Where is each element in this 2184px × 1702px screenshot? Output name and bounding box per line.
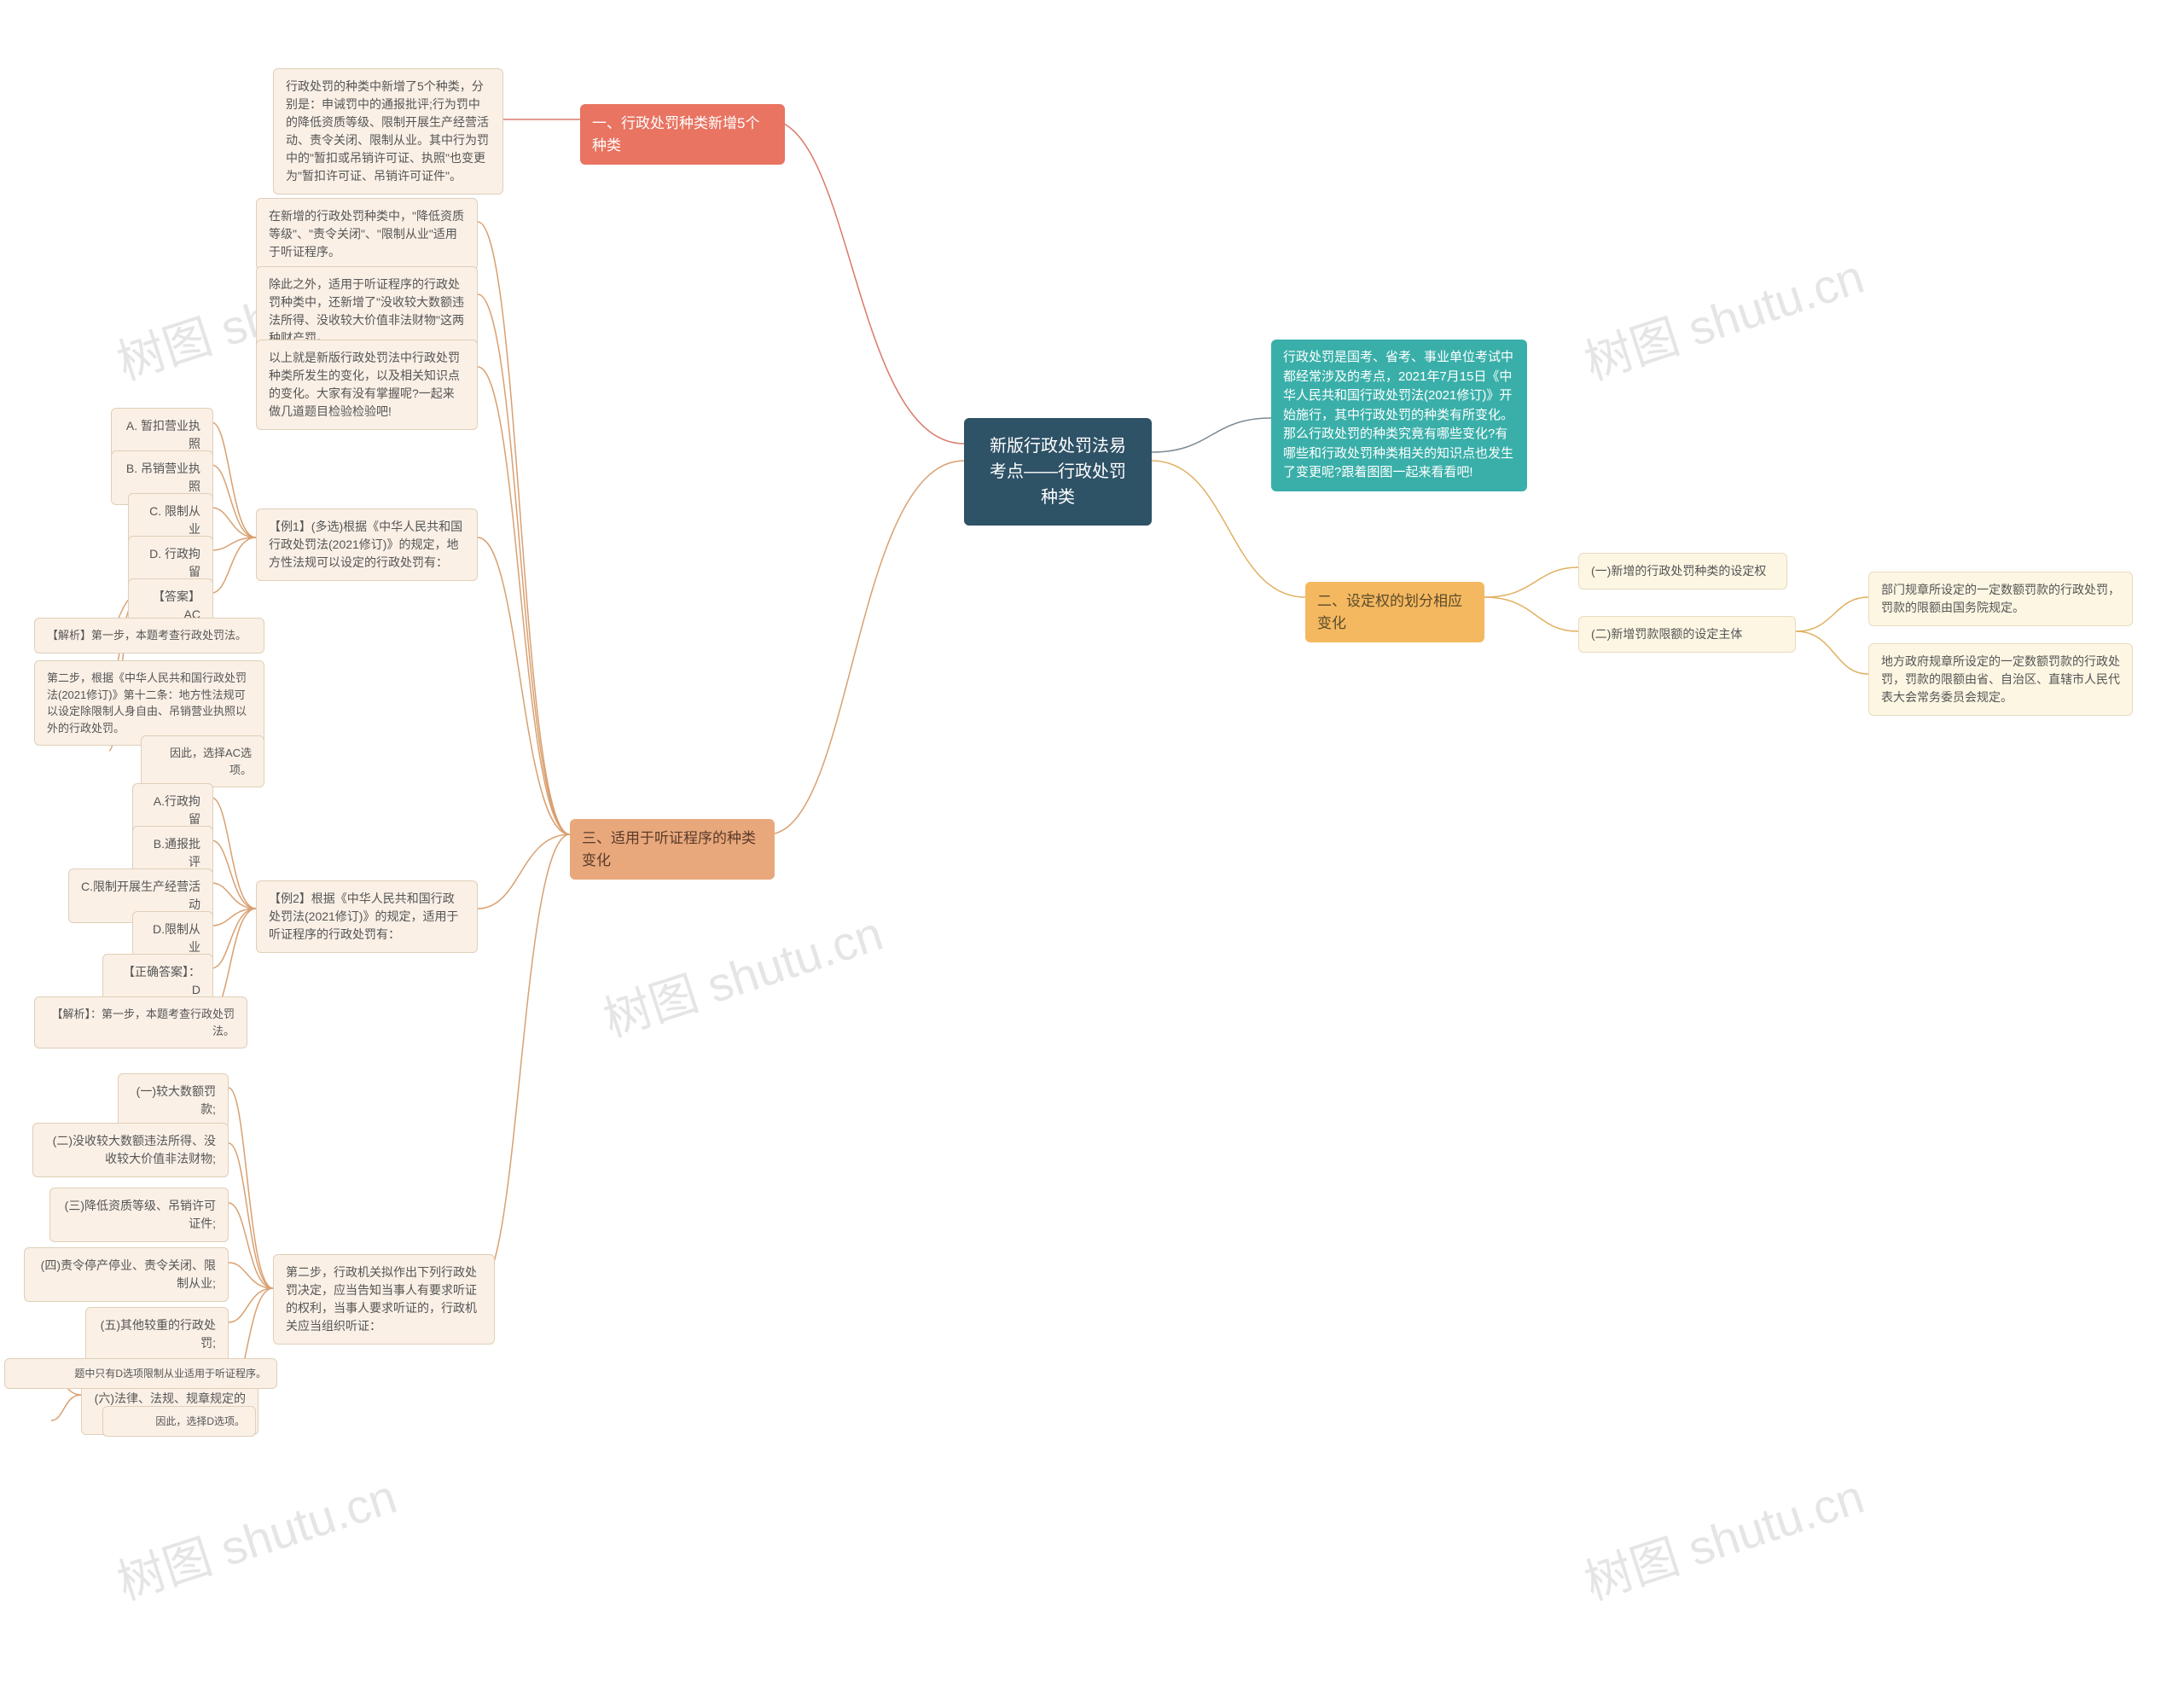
ex2-parse1: 【解析】：第一步，本题考查行政处罚法。 (34, 996, 247, 1049)
watermark: 树图 shutu.cn (107, 1459, 404, 1614)
branch2-sub2: 地方政府规章所设定的一定数额罚款的行政处罚，罚款的限额由省、自治区、直辖市人民代… (1868, 643, 2133, 716)
branch3-p1: 在新增的行政处罚种类中，"降低资质等级"、"责令关闭"、"限制从业"适用于听证程… (256, 198, 478, 270)
branch3-p3: 以上就是新版行政处罚法中行政处罚种类所发生的变化，以及相关知识点的变化。大家有没… (256, 340, 478, 430)
ex2-f1: 题中只有D选项限制从业适用于听证程序。 (4, 1358, 277, 1389)
watermark: 树图 shutu.cn (594, 896, 891, 1051)
branch2-sub1: 部门规章所设定的一定数额罚款的行政处罚，罚款的限额由国务院规定。 (1868, 572, 2133, 626)
branch1-title[interactable]: 一、行政处罚种类新增5个种类 (580, 104, 785, 165)
intro-node: 行政处罚是国考、省考、事业单位考试中都经常涉及的考点，2021年7月15日《中华… (1271, 340, 1527, 491)
ex2-s5: (五)其他较重的行政处罚; (85, 1307, 229, 1362)
branch3-title[interactable]: 三、适用于听证程序的种类变化 (570, 819, 775, 880)
ex2-step2: 第二步，行政机关拟作出下列行政处罚决定，应当告知当事人有要求听证的权利，当事人要… (273, 1254, 495, 1345)
ex2-s3: (三)降低资质等级、吊销许可证件; (49, 1188, 229, 1242)
branch2-item2: (二)新增罚款限额的设定主体 (1578, 616, 1796, 653)
ex2-s2: (二)没收较大数额违法所得、没收较大价值非法财物; (32, 1123, 229, 1177)
ex2-f2: 因此，选择D选项。 (102, 1406, 256, 1437)
ex1-parse2: 第二步，根据《中华人民共和国行政处罚法(2021修订)》第十二条：地方性法规可以… (34, 660, 264, 746)
ex2-question: 【例2】根据《中华人民共和国行政处罚法(2021修订)》的规定，适用于听证程序的… (256, 880, 478, 953)
ex1-question: 【例1】(多选)根据《中华人民共和国行政处罚法(2021修订)》的规定，地方性法… (256, 508, 478, 581)
root-node[interactable]: 新版行政处罚法易考点——行政处罚种类 (964, 418, 1152, 526)
watermark: 树图 shutu.cn (1575, 239, 1872, 394)
ex1-parse1: 【解析】第一步，本题考查行政处罚法。 (34, 618, 264, 653)
branch2-item1: (一)新增的行政处罚种类的设定权 (1578, 553, 1787, 590)
ex1-parse3: 因此，选择AC选项。 (141, 735, 264, 787)
watermark: 树图 shutu.cn (1575, 1459, 1872, 1614)
branch2-title[interactable]: 二、设定权的划分相应变化 (1305, 582, 1484, 642)
branch1-desc: 行政处罚的种类中新增了5个种类，分别是：申诫罚中的通报批评;行为罚中的降低资质等… (273, 68, 503, 195)
ex2-s4: (四)责令停产停业、责令关闭、限制从业; (24, 1247, 229, 1302)
ex2-s1: (一)较大数额罚款; (118, 1073, 229, 1128)
